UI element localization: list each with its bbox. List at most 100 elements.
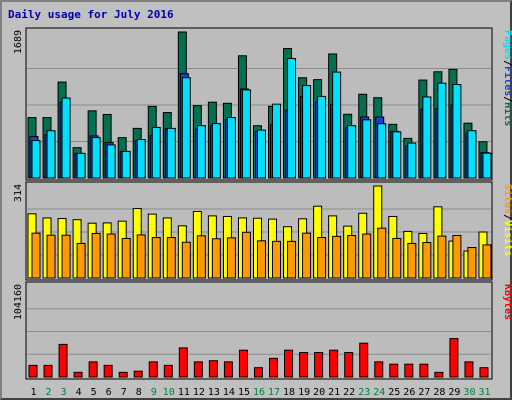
day-label-3: 3: [61, 387, 67, 398]
bar-kbytes-day-21: [329, 349, 339, 378]
series-kbytes: [28, 338, 489, 378]
bar-sites-day-10: [166, 237, 176, 279]
bar-sites-day-15: [241, 231, 251, 279]
series-legend-label: KBytes: [502, 284, 512, 320]
bar-sites-day-16: [256, 240, 266, 279]
bar-pages-day-13: [211, 123, 221, 179]
bar-sites-day-25: [392, 237, 402, 279]
day-label-24: 24: [373, 387, 385, 398]
bar-kbytes-day-30: [464, 361, 474, 378]
bar-pages-day-15: [241, 89, 251, 179]
bar-kbytes-day-6: [103, 364, 113, 378]
day-label-9: 9: [151, 387, 157, 398]
bar-sites-day-7: [121, 237, 131, 279]
bar-sites-day-28: [437, 235, 447, 279]
bar-sites-day-20: [317, 237, 327, 279]
bar-kbytes-day-25: [389, 363, 399, 378]
bar-pages-day-24: [377, 123, 387, 179]
bar-pages-day-23: [362, 119, 372, 179]
bar-pages-day-14: [226, 117, 236, 179]
bar-pages-day-6: [106, 144, 116, 179]
bar-kbytes-day-16: [253, 367, 263, 378]
bar-pages-day-19: [302, 85, 312, 179]
max-value-label: 104160: [13, 284, 24, 320]
bar-pages-day-28: [437, 82, 447, 179]
bar-pages-day-2: [46, 130, 56, 179]
bar-sites-day-24: [377, 227, 387, 279]
bar-pages-day-25: [392, 131, 402, 179]
bar-sites-day-19: [302, 232, 312, 279]
bar-kbytes-day-27: [419, 363, 429, 378]
bar-pages-day-21: [332, 71, 342, 179]
chart-title: Daily usage for July 2016: [8, 8, 174, 21]
day-label-10: 10: [163, 387, 175, 398]
bar-sites-day-1: [31, 232, 41, 279]
bar-pages-day-27: [422, 96, 432, 179]
bar-sites-day-12: [196, 235, 206, 279]
bar-sites-day-5: [91, 232, 101, 279]
bar-sites-day-21: [332, 235, 342, 279]
bar-kbytes-day-24: [374, 361, 384, 378]
panel-frame: [25, 281, 493, 380]
bar-kbytes-day-29: [449, 338, 459, 378]
bar-pages-day-26: [407, 142, 417, 179]
bar-sites-day-2: [46, 234, 56, 279]
bar-pages-day-7: [121, 150, 131, 179]
bar-sites-day-27: [422, 242, 432, 279]
bar-pages-day-31: [482, 152, 492, 179]
day-label-17: 17: [268, 387, 280, 398]
day-label-12: 12: [193, 387, 205, 398]
bar-pages-day-30: [467, 130, 477, 179]
bar-pages-day-5: [91, 137, 101, 179]
bar-kbytes-day-18: [284, 349, 294, 378]
bar-sites-day-23: [362, 233, 372, 279]
bar-kbytes-day-9: [148, 361, 158, 378]
bar-kbytes-day-22: [344, 352, 354, 378]
bar-kbytes-day-14: [223, 361, 233, 378]
bar-pages-day-8: [136, 139, 146, 179]
chart-panels: 1689 Pages/Files/Hits 314 Sites/Visits 10416…: [13, 27, 512, 380]
bar-pages-day-29: [452, 84, 462, 179]
day-label-7: 7: [121, 387, 127, 398]
bar-sites-day-8: [136, 234, 146, 279]
series-legend-label: Sites/Visits: [502, 184, 512, 256]
bar-kbytes-day-4: [73, 371, 83, 378]
bar-pages-day-11: [181, 77, 191, 179]
day-label-22: 22: [343, 387, 355, 398]
day-label-4: 4: [76, 387, 82, 398]
bar-pages-day-9: [151, 126, 161, 179]
panel-kbytes: 104160 KBytes: [13, 281, 512, 380]
bar-sites-day-26: [407, 242, 417, 279]
day-label-27: 27: [418, 387, 430, 398]
panel-hits-files-pages: 1689 Pages/Files/Hits: [13, 27, 512, 181]
series-pages: [31, 58, 492, 179]
bar-kbytes-day-26: [404, 363, 414, 378]
day-label-14: 14: [223, 387, 235, 398]
bar-pages-day-1: [31, 140, 41, 179]
bar-sites-day-18: [287, 240, 297, 279]
bar-kbytes-day-20: [314, 352, 324, 378]
day-label-1: 1: [31, 387, 37, 398]
bar-sites-day-6: [106, 233, 116, 279]
bar-sites-day-31: [482, 244, 492, 279]
day-label-8: 8: [136, 387, 142, 398]
day-label-5: 5: [91, 387, 97, 398]
bar-pages-day-20: [317, 95, 327, 179]
bar-kbytes-day-31: [479, 367, 489, 378]
bar-kbytes-day-1: [28, 364, 38, 378]
bar-kbytes-day-19: [299, 352, 309, 378]
day-label-25: 25: [388, 387, 400, 398]
day-label-13: 13: [208, 387, 220, 398]
day-label-23: 23: [358, 387, 370, 398]
day-label-6: 6: [106, 387, 112, 398]
bar-pages-day-18: [287, 58, 297, 179]
bar-kbytes-day-15: [238, 349, 248, 378]
day-label-30: 30: [463, 387, 475, 398]
series-sites: [31, 227, 492, 279]
day-label-21: 21: [328, 387, 340, 398]
bar-pages-day-17: [272, 103, 282, 179]
day-label-29: 29: [448, 387, 460, 398]
day-label-19: 19: [298, 387, 310, 398]
